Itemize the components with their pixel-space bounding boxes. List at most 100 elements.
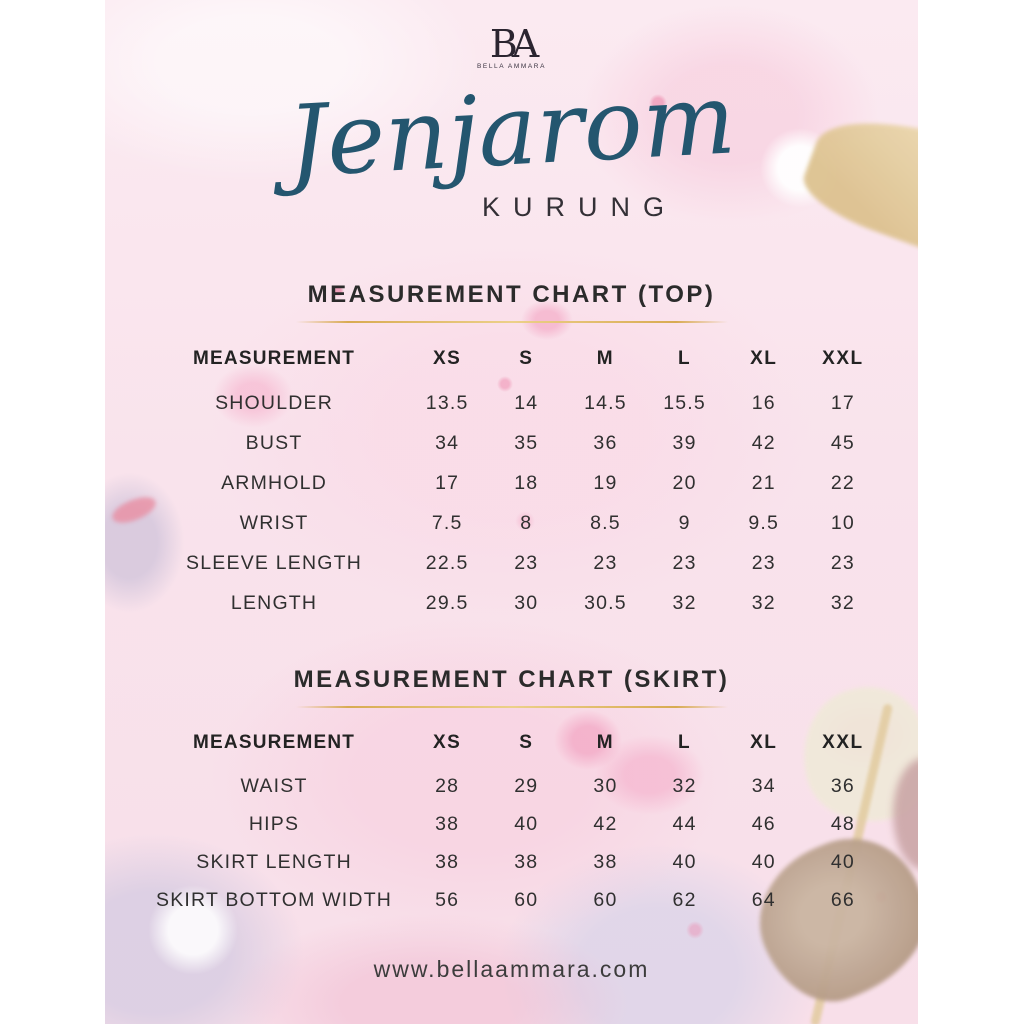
column-header-size-m: M — [596, 348, 615, 369]
brand-logo: BA BELLA AMMARA — [105, 22, 918, 70]
measurement-value: 64 — [751, 888, 776, 911]
column-header-measurement: MEASUREMENT — [193, 348, 356, 369]
measurement-value: 30 — [514, 591, 539, 614]
measurement-value: 17 — [830, 391, 855, 414]
column-header-size-l: L — [678, 348, 692, 369]
measurement-value: 30.5 — [584, 591, 627, 614]
measurement-value: 8 — [520, 511, 533, 534]
table-row: WAIST 28 29 30 32 34 36 — [141, 767, 883, 805]
column-header-size-s: S — [519, 348, 534, 369]
measurement-value: 66 — [830, 888, 855, 911]
measurement-value: 10 — [830, 511, 855, 534]
measurement-value: 60 — [593, 888, 618, 911]
measurement-value: 18 — [514, 471, 539, 494]
measurement-value: 38 — [435, 812, 460, 835]
measurement-value: 36 — [830, 774, 855, 797]
column-header-size-xs: XS — [433, 348, 462, 369]
measurement-value: 14.5 — [584, 391, 627, 414]
measurement-value: 15.5 — [663, 391, 706, 414]
measurement-value: 32 — [830, 591, 855, 614]
measurement-value: 28 — [435, 774, 460, 797]
size-chart-poster: BA BELLA AMMARA Jenjarom KURUNG MEASUREM… — [105, 0, 918, 1024]
row-label: HIPS — [248, 812, 300, 835]
measurement-value: 44 — [672, 812, 697, 835]
row-label: SKIRT BOTTOM WIDTH — [155, 888, 393, 911]
row-label: WAIST — [240, 774, 308, 797]
measurement-value: 62 — [672, 888, 697, 911]
table-row: SKIRT BOTTOM WIDTH 56 60 60 62 64 66 — [141, 881, 883, 919]
measurement-value: 56 — [435, 888, 460, 911]
gold-divider-skirt — [295, 706, 728, 708]
measurement-value: 29 — [514, 774, 539, 797]
row-label: LENGTH — [230, 591, 318, 614]
measurement-value: 34 — [751, 774, 776, 797]
measurement-value: 13.5 — [425, 391, 469, 414]
measurement-table-skirt: MEASUREMENT XS S M L XL XXL WAIST 28 29 30 32 34 36 HI… — [141, 719, 883, 919]
measurement-value: 40 — [672, 850, 697, 873]
measurement-value: 9.5 — [748, 511, 780, 534]
table-header-row: MEASUREMENT XS S M L XL XXL — [141, 335, 883, 383]
measurement-value: 38 — [593, 850, 618, 873]
column-header-size-l: L — [678, 732, 692, 753]
measurement-value: 48 — [830, 812, 855, 835]
gold-divider-top — [295, 321, 728, 323]
measurement-value: 38 — [435, 850, 460, 873]
table-header-row: MEASUREMENT XS S M L XL XXL — [141, 719, 883, 767]
measurement-value: 40 — [514, 812, 539, 835]
measurement-value: 14 — [514, 391, 539, 414]
measurement-value: 36 — [593, 431, 618, 454]
measurement-value: 22.5 — [425, 551, 469, 574]
measurement-value: 35 — [514, 431, 539, 454]
table-row: HIPS 38 40 42 44 46 48 — [141, 805, 883, 843]
measurement-value: 9 — [678, 511, 691, 534]
brand-name: BELLA AMMARA — [476, 63, 547, 70]
measurement-value: 60 — [514, 888, 539, 911]
table-row: BUST 34 35 36 39 42 45 — [141, 423, 883, 463]
measurement-value: 23 — [830, 551, 855, 574]
column-header-size-xxl: XXL — [822, 348, 864, 369]
column-header-size-xxl: XXL — [822, 732, 864, 753]
measurement-value: 42 — [751, 431, 776, 454]
measurement-value: 23 — [672, 551, 697, 574]
column-header-size-xl: XL — [750, 348, 778, 369]
measurement-value: 23 — [514, 551, 539, 574]
measurement-value: 22 — [830, 471, 855, 494]
product-name-script: Jenjarom — [284, 62, 739, 200]
row-label: SLEEVE LENGTH — [186, 551, 363, 574]
measurement-value: 20 — [672, 471, 697, 494]
measurement-value: 7.5 — [431, 511, 463, 534]
poster-content: BA BELLA AMMARA Jenjarom KURUNG MEASUREM… — [105, 0, 918, 1024]
measurement-value: 17 — [435, 471, 460, 494]
column-header-size-s: S — [519, 732, 534, 753]
table-row: LENGTH 29.5 30 30.5 32 32 32 — [141, 583, 883, 623]
table-row: WRIST 7.5 8 8.5 9 9.5 10 — [141, 503, 883, 543]
product-type-label: KURUNG — [481, 192, 678, 222]
measurement-value: 21 — [751, 471, 776, 494]
measurement-value: 8.5 — [590, 511, 621, 534]
brand-monogram: BA — [489, 22, 539, 66]
row-label: SKIRT LENGTH — [196, 850, 352, 873]
website-url: www.bellaammara.com — [373, 956, 650, 982]
row-label: WRIST — [239, 511, 309, 534]
column-header-size-xs: XS — [433, 732, 462, 753]
column-header-size-m: M — [596, 732, 615, 753]
table-row: SKIRT LENGTH 38 38 38 40 40 40 — [141, 843, 883, 881]
measurement-value: 42 — [593, 812, 618, 835]
measurement-value: 19 — [593, 471, 618, 494]
measurement-value: 38 — [514, 850, 539, 873]
measurement-value: 32 — [672, 774, 697, 797]
measurement-value: 23 — [593, 551, 618, 574]
table-row: SLEEVE LENGTH 22.5 23 23 23 23 23 — [141, 543, 883, 583]
measurement-value: 32 — [751, 591, 776, 614]
measurement-value: 40 — [830, 850, 855, 873]
column-header-measurement: MEASUREMENT — [193, 732, 356, 753]
measurement-value: 34 — [435, 431, 460, 454]
measurement-value: 32 — [672, 591, 697, 614]
measurement-value: 23 — [751, 551, 776, 574]
row-label: SHOULDER — [215, 391, 334, 414]
measurement-table-top: MEASUREMENT XS S M L XL XXL SHOULDER 13.5 14 14.5 1… — [141, 335, 883, 623]
chart-top-heading: MEASUREMENT CHART (TOP) — [307, 281, 716, 308]
chart-skirt-heading: MEASUREMENT CHART (SKIRT) — [293, 666, 730, 693]
row-label: ARMHOLD — [221, 471, 328, 494]
